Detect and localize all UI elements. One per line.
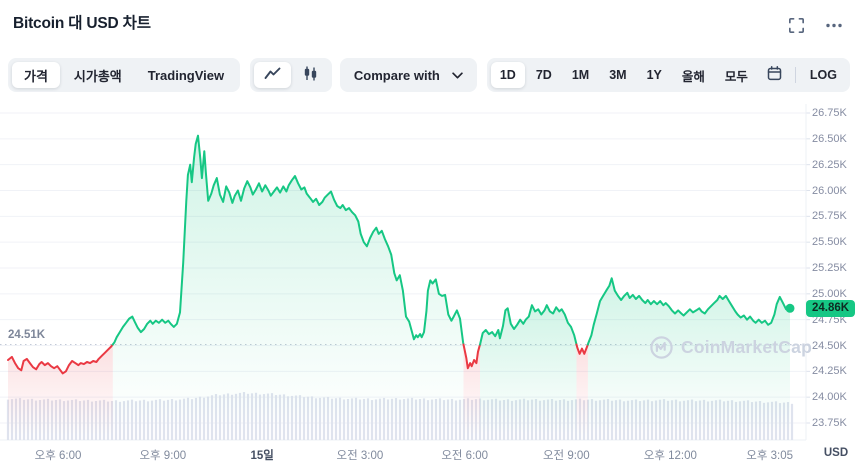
toolbar-right: Compare with 1D 7D 1M 3M 1Y 올해 모두 LOG	[339, 58, 850, 92]
y-tick-label: 24.50K	[812, 339, 847, 352]
x-tick-label: 오후 9:00	[139, 450, 187, 462]
time-range-group: 1D 7D 1M 3M 1Y 올해 모두 LOG	[486, 58, 850, 92]
compare-with-button[interactable]: Compare with	[339, 58, 477, 92]
chart-toolbar: 가격 시가총액 TradingView Compare with 1D 7D 1M 3M 1…	[8, 58, 850, 92]
tab-tradingview[interactable]: TradingView	[147, 67, 225, 83]
chart-tab-group: 가격 시가총액 TradingView	[8, 58, 241, 92]
candlestick-chart-icon	[303, 66, 318, 84]
tab-price[interactable]: 가격	[12, 62, 60, 88]
prev-close-label: 24.51K	[8, 329, 46, 342]
range-divider	[794, 67, 796, 83]
line-chart-icon	[264, 67, 281, 83]
calendar-button[interactable]	[759, 62, 790, 88]
range-모두[interactable]: 모두	[724, 69, 748, 84]
y-tick-label: 25.75K	[812, 210, 847, 223]
y-tick-label: 26.00K	[812, 184, 847, 197]
range-올해[interactable]: 올해	[681, 69, 705, 84]
x-tick-label: 오전 9:00	[542, 450, 590, 462]
y-tick-label: 24.00K	[812, 391, 847, 404]
fullscreen-icon[interactable]	[789, 18, 804, 33]
y-tick-label: 23.75K	[812, 417, 847, 429]
page-title: Bitcoin 대 USD 차트	[13, 15, 151, 32]
x-tick-label: 오전 6:00	[441, 450, 489, 462]
chevron-down-icon	[452, 71, 463, 79]
x-tick-label: 15일	[250, 450, 274, 462]
y-tick-label: 25.25K	[812, 262, 847, 274]
chart-type-group	[250, 58, 333, 92]
range-1y[interactable]: 1Y	[646, 68, 662, 82]
compare-with-label: Compare with	[353, 67, 440, 83]
y-tick-label: 26.50K	[812, 132, 847, 145]
current-price-badge: 24.86K	[806, 299, 856, 317]
x-tick-label: 오후 3:05	[746, 450, 794, 462]
tab-market-cap[interactable]: 시가총액	[73, 68, 122, 84]
y-tick-label: 24.25K	[812, 365, 847, 378]
x-tick-label: 오후 12:00	[643, 450, 697, 462]
range-7d[interactable]: 7D	[535, 68, 552, 82]
y-tick-label: 26.75K	[812, 107, 847, 119]
range-1m[interactable]: 1M	[571, 68, 590, 82]
candlestick-chart-button[interactable]	[293, 62, 328, 88]
x-tick-label: 오전 3:00	[336, 450, 384, 462]
y-tick-label: 25.50K	[812, 236, 847, 249]
more-options-icon[interactable]	[826, 23, 842, 28]
calendar-icon	[767, 66, 782, 84]
axis-unit-label: USD	[823, 447, 849, 459]
x-tick-label: 오후 6:00	[34, 450, 82, 462]
line-chart-button[interactable]	[254, 62, 292, 88]
y-tick-label: 25.00K	[812, 287, 847, 300]
range-1d[interactable]: 1D	[490, 62, 525, 88]
log-scale-button[interactable]: LOG	[809, 68, 837, 82]
y-tick-label: 26.25K	[812, 158, 847, 171]
window-actions	[789, 18, 842, 33]
range-3m[interactable]: 3M	[609, 68, 627, 82]
